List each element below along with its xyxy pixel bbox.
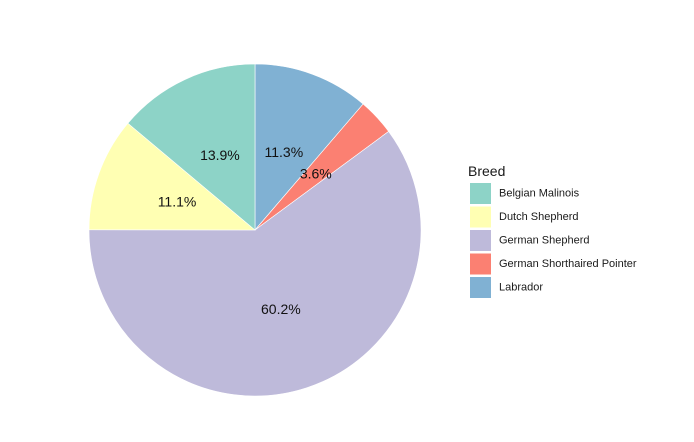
legend-swatch-german-shepherd: [470, 230, 491, 251]
legend-swatch-belgian-malinois: [470, 183, 491, 204]
legend-label-labrador: Labrador: [499, 282, 543, 294]
legend: Breed Belgian Malinois Dutch Shepherd Germ…: [468, 163, 637, 298]
slice-label-german-shepherd: 60.2%: [261, 301, 301, 317]
slice-label-labrador: 11.3%: [264, 144, 303, 160]
pie-slice-belgian-malinois: [127, 63, 256, 231]
slice-label-dutch-shepherd: 11.1%: [158, 194, 197, 210]
legend-item-german-shepherd: German Shepherd: [470, 230, 590, 251]
legend-title: Breed: [468, 163, 505, 179]
legend-item-belgian-malinois: Belgian Malinois: [470, 183, 580, 204]
legend-item-labrador: Labrador: [470, 277, 543, 298]
legend-label-german-shorthaired-pointer: German Shorthaired Pointer: [499, 258, 637, 270]
legend-label-dutch-shepherd: Dutch Shepherd: [499, 211, 579, 223]
legend-swatch-labrador: [470, 277, 491, 298]
legend-label-belgian-malinois: Belgian Malinois: [499, 188, 580, 200]
legend-item-dutch-shepherd: Dutch Shepherd: [470, 206, 579, 228]
legend-swatch-dutch-shepherd: [470, 206, 491, 228]
pie-slices: [88, 63, 422, 397]
slice-label-german-shorthaired-pointer: 3.6%: [300, 166, 332, 182]
legend-item-german-shorthaired-pointer: German Shorthaired Pointer: [470, 253, 637, 275]
pie-labels: 11.3% 3.6% 60.2% 11.1% 13.9%: [158, 144, 332, 317]
legend-items: Belgian Malinois Dutch Shepherd German She…: [470, 183, 637, 298]
pie-slice-labrador: [254, 63, 364, 231]
pie-slice-german-shepherd: [88, 131, 422, 397]
legend-swatch-german-shorthaired-pointer: [470, 253, 491, 275]
legend-label-german-shepherd: German Shepherd: [499, 235, 590, 247]
slice-label-belgian-malinois: 13.9%: [200, 147, 240, 163]
pie-slice-dutch-shepherd: [88, 122, 256, 231]
